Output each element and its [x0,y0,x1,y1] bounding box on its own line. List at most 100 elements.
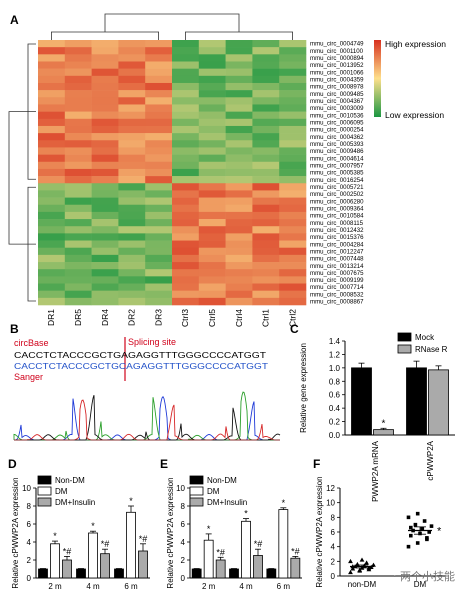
heatmap-cell [252,269,280,277]
legend-swatch [37,497,52,507]
gene-label: mmu_circ_0005721 [310,184,364,191]
legend-swatch [189,475,204,485]
heatmap-cell [118,283,146,291]
heatmap-cell [225,111,253,120]
heatmap-cell [91,283,119,291]
heatmap-cell [38,61,66,69]
heatmap-cell [252,204,280,213]
heatmap-cell [225,61,253,69]
heatmap-cell [252,111,280,120]
heatmap-cell [252,290,280,299]
heatmap-cell [279,240,307,248]
gene-label: mmu_circ_0013952 [310,62,364,69]
heatmap-cell [38,240,66,248]
significance-mark: *# [216,547,225,557]
heatmap-cell [91,183,119,191]
data-point [350,566,356,571]
heatmap-cell [38,269,66,277]
dendrogram-branch [27,186,36,302]
heatmap-cell [118,204,146,213]
heatmap-cell [64,147,92,155]
y-tick-label: 4 [331,543,336,552]
heatmap-cell [172,219,200,227]
heatmap-cell [225,68,253,77]
y-tick-label: 6 [331,528,336,537]
heatmap-cell [252,82,280,91]
heatmap-cell [225,47,253,55]
heatmap-cell [64,90,92,98]
heatmap-cell [145,247,173,256]
heatmap-cell [145,54,173,62]
heatmap-cell [279,183,307,191]
significance-mark: * [244,509,248,519]
heatmap-cell [91,204,119,213]
bar [50,543,60,579]
gene-label: mmu_circ_0004749 [310,41,364,48]
bar [100,553,110,579]
bar [76,568,86,579]
heatmap-cell [279,211,307,220]
heatmap-cell [145,226,173,234]
significance-mark: * [53,531,57,541]
heatmap-cell [279,154,307,163]
heatmap-cell [172,269,200,277]
heatmap-cell [145,297,173,306]
heatmap-cell [118,140,146,148]
gene-label: mmu_circ_0001100 [310,48,364,55]
dendrogram-branch [27,43,36,180]
heatmap-cell [64,54,92,62]
bar [138,550,148,579]
heatmap-cell [172,176,200,184]
heatmap-cell [279,269,307,277]
heatmap-cell [172,40,200,48]
heatmap-cell [64,183,92,191]
data-point [366,565,372,570]
legend-entry: DM [207,487,220,496]
heatmap-cell [145,240,173,248]
heatmap-cell [252,118,280,127]
bar [62,559,72,579]
heatmap-cell [172,82,200,91]
heatmap-cell [172,168,200,177]
x-category-label: non-DM [348,580,377,589]
heatmap-cell [252,168,280,177]
heatmap-cell [172,111,200,120]
gene-label: mmu_circ_0005385 [310,170,364,177]
heatmap-cell [118,97,146,105]
y-tick-label: 0.4 [329,404,341,413]
heatmap-cell [91,190,119,198]
x-category-label: 6 m [277,582,291,591]
y-tick-label: 0 [181,574,186,583]
significance-mark: *# [291,546,300,556]
gene-label: mmu_circ_0002502 [310,191,364,198]
heatmap-cell [118,183,146,191]
heatmap-cell [145,125,173,134]
heatmap-cell [225,211,253,220]
significance-mark: * [129,496,133,506]
bar [351,367,372,436]
heatmap-cell [252,54,280,62]
heatmap-cell [198,269,226,277]
splicing-site-label: Splicing site [128,337,176,347]
gene-label: mmu_circ_0006280 [310,198,364,205]
gene-label: mmu_circ_0008532 [310,291,364,298]
bar [229,568,239,579]
heatmap-cell [145,233,173,241]
heatmap-cell [38,262,66,270]
heatmap-cell [64,240,92,248]
heatmap-cell [64,190,92,198]
heatmap-cell [198,290,226,299]
heatmap-cell [145,190,173,198]
heatmap-cell [225,247,253,256]
heatmap-cell [225,75,253,84]
heatmap-cell [145,283,173,291]
heatmap-cell [172,161,200,170]
bar [88,532,98,579]
heatmap-cell [279,290,307,299]
heatmap-color-legend [374,40,381,117]
heatmap-cell [252,219,280,227]
y-tick-label: 4 [181,538,186,547]
heatmap-cell [91,226,119,234]
heatmap-cell [252,75,280,84]
heatmap-cell [198,168,226,177]
